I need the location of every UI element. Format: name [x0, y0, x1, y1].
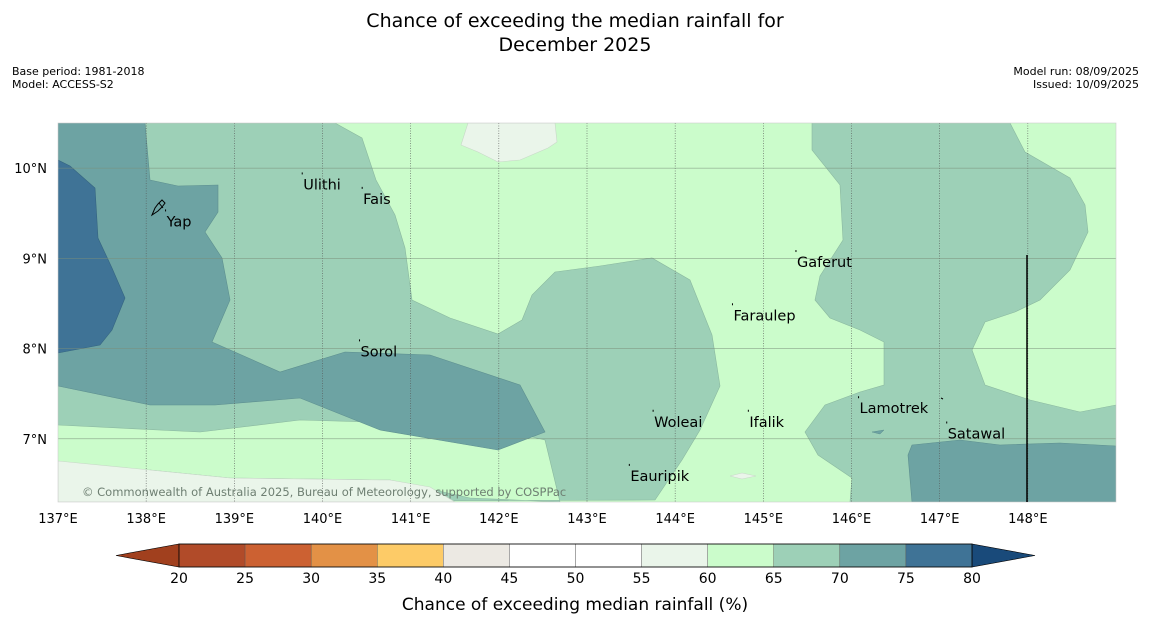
- place-label: Woleai: [654, 415, 702, 431]
- place-gaferut[interactable]: Gaferut: [795, 250, 852, 271]
- longitude-label: 147°E: [920, 512, 960, 527]
- colorbar-extend-low: [115, 543, 180, 568]
- place-faraulep[interactable]: Faraulep: [731, 303, 796, 324]
- colorbar-label: Chance of exceeding median rainfall (%): [402, 595, 748, 615]
- place-woleai[interactable]: Woleai: [652, 409, 702, 431]
- place-eauripik[interactable]: Eauripik: [628, 463, 690, 485]
- colorbar-tick-label: 80: [963, 571, 981, 587]
- colorbar-segment: [707, 543, 774, 568]
- longitude-label: 141°E: [391, 512, 431, 527]
- colorbar-tick-label: 55: [633, 571, 651, 587]
- band-65-70-west-region: [58, 123, 721, 502]
- graticule: [58, 123, 1116, 502]
- band-65-70-east-region: [804, 123, 1116, 502]
- place-label: Gaferut: [797, 255, 852, 271]
- map-title-line-2: December 2025: [498, 34, 652, 56]
- colorbar-tick-label: 50: [567, 571, 585, 587]
- place-fais[interactable]: Fais: [361, 186, 391, 208]
- colorbar-tick-label: 65: [765, 571, 783, 587]
- longitude-label: 142°E: [479, 512, 519, 527]
- colorbar-frame: [178, 543, 973, 568]
- band-70-75-east-region: [907, 439, 1116, 502]
- colorbar-segment: [509, 543, 576, 568]
- copyright-notice: © Commonwealth of Australia 2025, Bureau…: [82, 485, 566, 499]
- colorbar-tick-label: 60: [699, 571, 717, 587]
- place-label: Faraulep: [733, 308, 795, 324]
- colorbar-tick-label: 45: [501, 571, 519, 587]
- colorbar-tick-label: 20: [170, 571, 188, 587]
- colorbar-extend-high: [971, 543, 1036, 568]
- place-yap[interactable]: Yap: [165, 209, 192, 230]
- longitude-label: 138°E: [126, 512, 166, 527]
- longitude-label: 137°E: [38, 512, 78, 527]
- colorbar-tick-label: 35: [368, 571, 386, 587]
- run-info: Model run: 08/09/2025 Issued: 10/09/2025: [1013, 65, 1139, 91]
- place-label: Ulithi: [303, 177, 341, 193]
- colorbar-segment: [839, 543, 907, 568]
- longitude-labels: 137°E 138°E 139°E 140°E 141°E 142°E 143°E 144°E…: [38, 512, 1047, 527]
- colorbar-tick-label: 75: [897, 571, 915, 587]
- place-label: Yap: [166, 214, 192, 230]
- band-55-60-north-patch: [460, 123, 558, 163]
- colorbar-tick-label: 70: [831, 571, 849, 587]
- place-label: Ifalik: [749, 415, 784, 431]
- lamotrek-islet-mark: [940, 397, 944, 400]
- colorbar-segment: [443, 543, 510, 568]
- longitude-label: 139°E: [215, 512, 255, 527]
- colorbar-segment: [377, 543, 444, 568]
- map-title-line-1: Chance of exceeding the median rainfall …: [366, 10, 784, 32]
- colorbar-segment: [575, 543, 642, 568]
- colorbar-tick-label: 25: [236, 571, 254, 587]
- place-sorol[interactable]: Sorol: [359, 339, 398, 360]
- latitude-labels: 10°N 9°N 8°N 7°N: [14, 162, 47, 448]
- latitude-label: 7°N: [23, 433, 48, 448]
- yap-island-outline: [150, 199, 166, 217]
- band-55-60-small-patch: [729, 472, 757, 480]
- colorbar-segment: [905, 543, 973, 568]
- map-frame: [57, 122, 1117, 503]
- longitude-label: 145°E: [744, 512, 784, 527]
- place-label: Fais: [363, 192, 390, 208]
- place-satawal[interactable]: Satawal: [946, 421, 1005, 442]
- colorbar-tick-label: 30: [302, 571, 320, 587]
- model-name-text: Model: ACCESS-S2: [12, 78, 114, 91]
- band-70-75-west-region: [58, 123, 546, 451]
- longitude-label: 140°E: [303, 512, 343, 527]
- latitude-label: 9°N: [23, 252, 48, 267]
- place-label: Eauripik: [630, 469, 689, 485]
- colorbar-segment: [178, 543, 246, 568]
- place-labels: Ulithi Fais Yap Gaferut Faraulep Sorol Lamotre…: [165, 172, 1005, 485]
- colorbar-segment: [773, 543, 841, 568]
- place-ulithi[interactable]: Ulithi: [301, 172, 341, 193]
- model-run-text: Model run: 08/09/2025: [1013, 65, 1139, 78]
- colorbar-segment: [310, 543, 378, 568]
- longitude-label: 146°E: [832, 512, 872, 527]
- place-label: Sorol: [361, 344, 398, 360]
- colorbar-tick-label: 40: [434, 571, 452, 587]
- place-ifalik[interactable]: Ifalik: [747, 409, 785, 431]
- band-75-80-region: [58, 159, 126, 354]
- longitude-label: 143°E: [567, 512, 607, 527]
- place-lamotrek[interactable]: Lamotrek: [858, 396, 929, 417]
- longitude-label: 148°E: [1008, 512, 1048, 527]
- latitude-label: 8°N: [23, 343, 48, 358]
- colorbar-segment: [641, 543, 708, 568]
- colorbar: 20 25 30 35 40 45 50 55 60 65 70 75 80: [115, 543, 1036, 587]
- colorbar-segment: [244, 543, 312, 568]
- issued-date-text: Issued: 10/09/2025: [1032, 78, 1139, 91]
- contour-fill: [58, 123, 1116, 502]
- base-period-text: Base period: 1981-2018: [12, 65, 145, 78]
- longitude-label: 144°E: [655, 512, 695, 527]
- latitude-label: 10°N: [14, 162, 47, 177]
- band-55-60-southwest-patch: [58, 460, 456, 502]
- place-label: Satawal: [948, 426, 1005, 442]
- map-title: Chance of exceeding the median rainfall …: [0, 9, 1150, 57]
- place-label: Lamotrek: [860, 401, 929, 417]
- model-info: Base period: 1981-2018 Model: ACCESS-S2: [12, 65, 144, 91]
- band-70-75-small-patch: [871, 429, 885, 435]
